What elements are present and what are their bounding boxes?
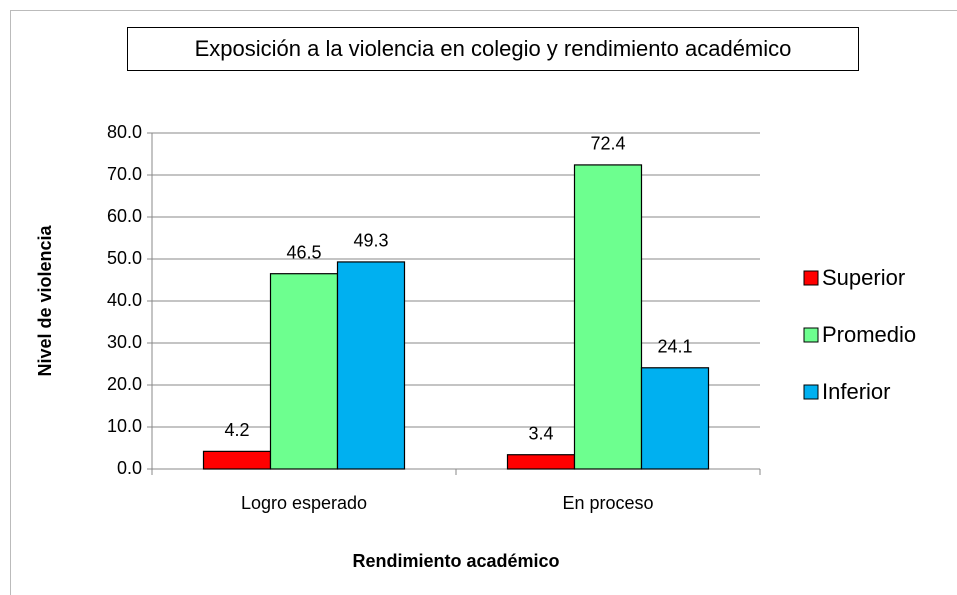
y-tick-label: 60.0: [107, 206, 142, 226]
bar: [202, 450, 272, 470]
y-tick-label: 70.0: [107, 164, 142, 184]
value-label: 72.4: [590, 134, 625, 154]
value-label: 46.5: [286, 242, 321, 262]
x-tick-label: Logro esperado: [241, 493, 367, 513]
y-tick-label: 20.0: [107, 374, 142, 394]
y-tick-label: 0.0: [117, 458, 142, 478]
legend-label: Superior: [822, 265, 905, 290]
title-box: [127, 27, 859, 71]
chart-title: Exposición a la violencia en colegio y r…: [195, 36, 792, 61]
legend-label: Inferior: [822, 379, 890, 404]
y-tick-label: 80.0: [107, 122, 142, 142]
bar: [640, 367, 710, 470]
bar: [573, 164, 643, 470]
y-tick-label: 10.0: [107, 416, 142, 436]
value-label: 3.4: [528, 423, 553, 443]
bar: [336, 261, 406, 470]
x-tick-label: En proceso: [562, 493, 653, 513]
value-label: 24.1: [657, 337, 692, 357]
legend-swatch: [803, 384, 819, 400]
y-tick-label: 50.0: [107, 248, 142, 268]
y-tick-label: 30.0: [107, 332, 142, 352]
value-label: 49.3: [353, 231, 388, 251]
legend-swatch: [803, 327, 819, 343]
bar: [506, 454, 576, 470]
bar: [269, 273, 339, 470]
value-label: 4.2: [224, 420, 249, 440]
legend-label: Promedio: [822, 322, 916, 347]
y-tick-label: 40.0: [107, 290, 142, 310]
legend-swatch: [803, 270, 819, 286]
y-axis-label: Nivel de violencia: [35, 224, 55, 376]
x-axis-label: Rendimiento académico: [352, 551, 559, 571]
